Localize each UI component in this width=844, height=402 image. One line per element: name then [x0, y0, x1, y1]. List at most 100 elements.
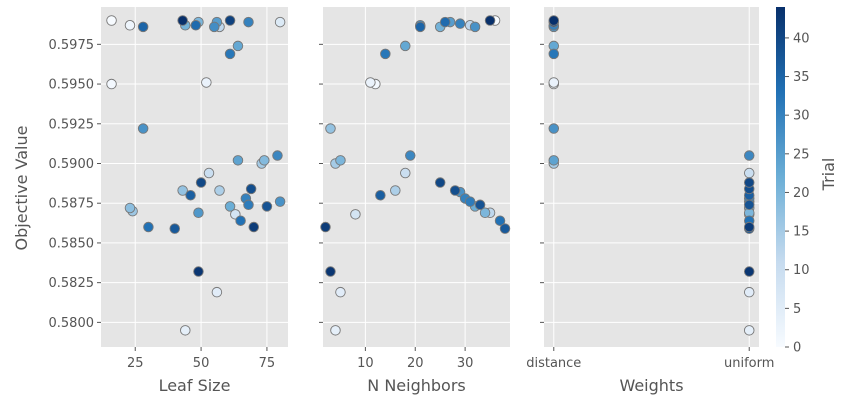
data-point — [274, 16, 286, 28]
data-point — [548, 48, 560, 60]
data-point — [548, 123, 560, 134]
data-point — [137, 21, 149, 33]
data-point — [243, 16, 254, 28]
y-tick-label: 0.5950 — [49, 78, 95, 93]
y-tick-label: 0.5875 — [49, 197, 95, 212]
data-point — [193, 266, 204, 277]
data-point — [350, 209, 361, 220]
plot-area — [544, 7, 759, 347]
plot-area — [101, 7, 288, 347]
colorbar-tick-label: 0 — [793, 341, 801, 356]
y-axis-label: Objective Value — [12, 126, 31, 251]
data-point — [232, 40, 244, 52]
x-tick-label: uniform — [724, 356, 774, 371]
data-point — [243, 199, 254, 211]
data-point — [325, 266, 336, 277]
y-tick-label: 0.5800 — [49, 316, 95, 331]
x-tick-label: 25 — [127, 356, 144, 371]
colorbar-label: Trial — [819, 158, 838, 192]
data-point — [190, 20, 202, 31]
x-tick-label: 75 — [259, 356, 276, 371]
data-point — [479, 207, 491, 218]
data-point — [743, 221, 755, 233]
colorbar-tick-label: 35 — [793, 70, 810, 85]
data-point — [743, 177, 755, 188]
colorbar: 0 5 10 15 20 25 30 35 40 — [776, 7, 810, 356]
data-point — [224, 48, 236, 60]
data-point — [494, 215, 506, 226]
data-point — [224, 201, 236, 212]
data-point — [235, 215, 246, 226]
data-point — [400, 40, 411, 52]
data-point — [390, 185, 401, 196]
data-point — [209, 21, 220, 33]
data-point — [143, 221, 154, 233]
data-point — [434, 177, 446, 188]
data-point — [454, 18, 466, 29]
x-tick-label: 50 — [193, 356, 210, 371]
data-point — [499, 223, 511, 234]
data-point — [232, 155, 244, 166]
panel-1: 0.5800 0.5825 0.5850 0.5875 0.5900 0.5925 0.59… — [49, 7, 288, 395]
colorbar-tick-label: 15 — [793, 225, 810, 240]
data-point — [245, 183, 257, 195]
x-tick-label: 30 — [457, 356, 474, 371]
y-tick-label: 0.5975 — [49, 38, 95, 53]
data-point — [330, 325, 341, 336]
x-axis-label: Leaf Size — [159, 376, 231, 395]
plot-area — [323, 7, 510, 347]
data-point — [743, 266, 755, 277]
data-point — [185, 190, 196, 201]
data-point — [474, 199, 486, 211]
y-tick-label: 0.5925 — [49, 117, 95, 132]
colorbar-gradient — [776, 7, 785, 347]
data-point — [743, 325, 755, 336]
data-point — [124, 20, 136, 31]
data-point — [224, 15, 236, 26]
colorbar-tick-label: 40 — [793, 31, 810, 46]
panel-2: 10 20 30 N Neighbors — [319, 7, 511, 395]
data-point — [449, 185, 461, 196]
y-tick-label: 0.5825 — [49, 276, 95, 291]
data-point — [106, 78, 117, 90]
data-point — [180, 325, 191, 336]
data-point — [261, 201, 273, 212]
x-tick-label: 20 — [407, 356, 424, 371]
colorbar-tick-label: 10 — [793, 263, 810, 278]
data-point — [469, 21, 481, 33]
data-point — [195, 177, 207, 188]
data-point — [335, 155, 346, 166]
data-point — [177, 15, 188, 26]
data-point — [484, 15, 496, 26]
x-tick-label: distance — [526, 356, 581, 371]
y-tick-label: 0.5850 — [49, 236, 95, 251]
data-point — [193, 207, 204, 218]
colorbar-tick-label: 25 — [793, 147, 810, 162]
data-point — [211, 286, 223, 298]
data-point — [274, 196, 286, 207]
x-tick-label: 10 — [357, 356, 374, 371]
data-point — [743, 167, 755, 179]
data-point — [548, 155, 560, 166]
data-point — [106, 15, 117, 26]
x-axis-label: N Neighbors — [367, 376, 465, 395]
data-point — [259, 155, 270, 166]
data-point — [548, 77, 560, 88]
colorbar-tick-label: 5 — [793, 302, 801, 317]
data-point — [743, 150, 755, 161]
colorbar-tick-label: 30 — [793, 109, 810, 124]
data-point — [177, 185, 188, 196]
data-point — [414, 21, 426, 33]
data-point — [365, 77, 376, 88]
data-point — [400, 167, 411, 179]
data-point — [272, 150, 283, 161]
data-point — [203, 167, 215, 179]
data-point — [375, 190, 386, 201]
data-point — [380, 48, 391, 60]
data-point — [439, 16, 451, 28]
data-point — [405, 150, 416, 161]
data-point — [169, 223, 180, 234]
data-point — [743, 286, 755, 298]
colorbar-tick-label: 20 — [793, 186, 810, 201]
